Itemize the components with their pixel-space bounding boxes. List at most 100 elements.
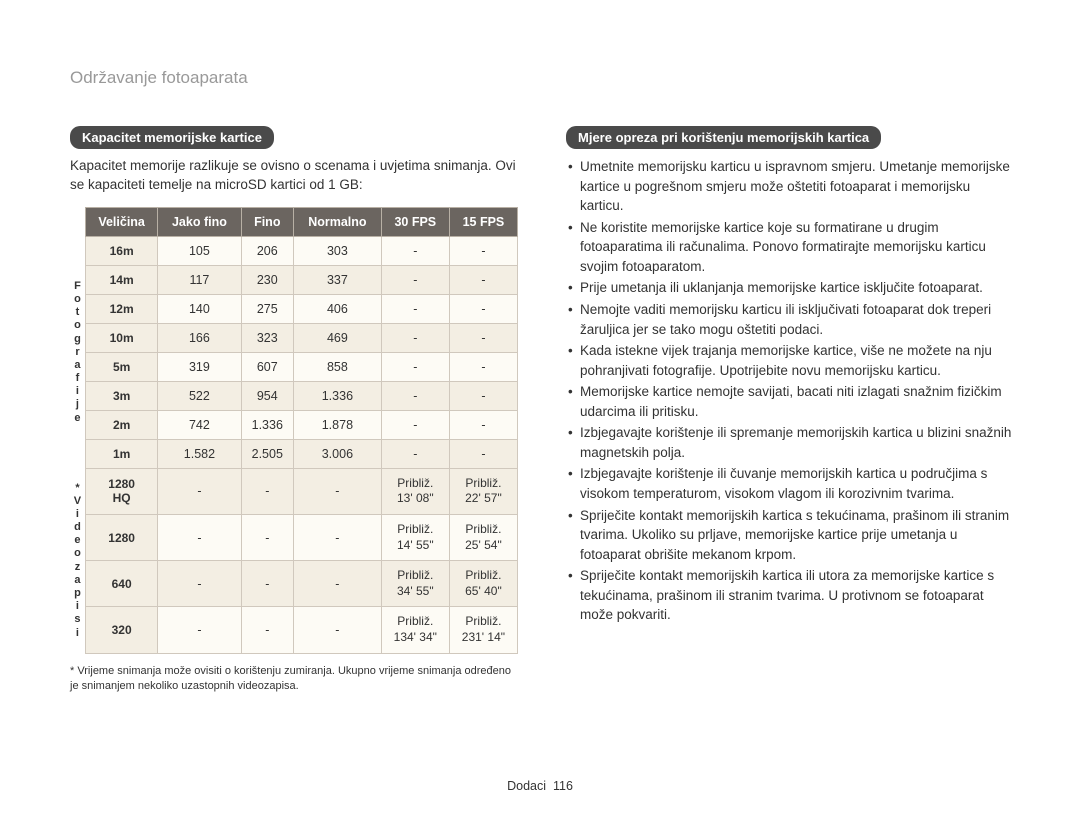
table-cell: - <box>381 410 449 439</box>
table-cell: - <box>449 236 517 265</box>
left-column: Kapacitet memorijske kartice Kapacitet m… <box>70 126 518 694</box>
page-footer: Dodaci 116 <box>0 779 1080 793</box>
right-column: Mjere opreza pri korištenju memorijskih … <box>566 126 1014 694</box>
table-cell: Približ.25' 54" <box>449 514 517 560</box>
table-cell: 105 <box>158 236 241 265</box>
table-cell: 12m <box>85 294 157 323</box>
list-item: Umetnite memorijsku karticu u ispravnom … <box>566 157 1014 216</box>
table-row: 1m1.5822.5053.006-- <box>70 439 518 468</box>
precautions-header: Mjere opreza pri korištenju memorijskih … <box>566 126 881 149</box>
table-cell: Približ.231' 14" <box>449 607 517 653</box>
table-cell: - <box>381 323 449 352</box>
table-cell: 3.006 <box>294 439 382 468</box>
table-cell: 522 <box>158 381 241 410</box>
table-cell: - <box>449 352 517 381</box>
list-item: Izbjegavajte korištenje ili čuvanje memo… <box>566 464 1014 503</box>
table-cell: Približ.22' 57" <box>449 468 517 514</box>
list-item: Spriječite kontakt memorijskih kartica i… <box>566 566 1014 625</box>
footer-section: Dodaci <box>507 779 546 793</box>
table-cell: 166 <box>158 323 241 352</box>
table-row: *Videozapisi1280HQ---Približ.13' 08"Prib… <box>70 468 518 514</box>
list-item: Nemojte vaditi memorijsku karticu ili is… <box>566 300 1014 339</box>
th-size: Veličina <box>85 207 157 236</box>
table-cell: Približ.134' 34" <box>381 607 449 653</box>
table-cell: - <box>294 607 382 653</box>
table-cell: - <box>381 236 449 265</box>
list-item: Spriječite kontakt memorijskih kartica s… <box>566 506 1014 565</box>
table-cell: 14m <box>85 265 157 294</box>
table-row: 320---Približ.134' 34"Približ.231' 14" <box>70 607 518 653</box>
table-cell: - <box>158 561 241 607</box>
table-cell: - <box>381 439 449 468</box>
table-cell: - <box>449 294 517 323</box>
table-cell: 607 <box>241 352 293 381</box>
table-cell: 2m <box>85 410 157 439</box>
table-cell: 2.505 <box>241 439 293 468</box>
table-cell: - <box>294 468 382 514</box>
table-cell: - <box>241 514 293 560</box>
table-cell: 1.336 <box>241 410 293 439</box>
table-cell: - <box>381 294 449 323</box>
table-cell: 10m <box>85 323 157 352</box>
table-cell: 1.336 <box>294 381 382 410</box>
table-row: 12m140275406-- <box>70 294 518 323</box>
table-cell: 337 <box>294 265 382 294</box>
video-vertical-label: *Videozapisi <box>70 468 85 653</box>
table-cell: - <box>449 381 517 410</box>
table-cell: - <box>381 352 449 381</box>
table-cell: - <box>449 323 517 352</box>
table-cell: 640 <box>85 561 157 607</box>
table-row: 640---Približ.34' 55"Približ.65' 40" <box>70 561 518 607</box>
table-cell: 1.582 <box>158 439 241 468</box>
precautions-list: Umetnite memorijsku karticu u ispravnom … <box>566 157 1014 625</box>
table-cell: 319 <box>158 352 241 381</box>
table-cell: 320 <box>85 607 157 653</box>
table-cell: - <box>449 265 517 294</box>
table-cell: 1.878 <box>294 410 382 439</box>
table-cell: Približ.65' 40" <box>449 561 517 607</box>
table-cell: - <box>294 514 382 560</box>
table-row: 5m319607858-- <box>70 352 518 381</box>
table-cell: - <box>158 607 241 653</box>
table-row: 2m7421.3361.878-- <box>70 410 518 439</box>
table-cell: 1280 <box>85 514 157 560</box>
capacity-header: Kapacitet memorijske kartice <box>70 126 274 149</box>
table-cell: Približ.14' 55" <box>381 514 449 560</box>
list-item: Ne koristite memorijske kartice koje su … <box>566 218 1014 277</box>
table-cell: 16m <box>85 236 157 265</box>
table-cell: - <box>241 607 293 653</box>
table-row: 3m5229541.336-- <box>70 381 518 410</box>
footer-page-number: 116 <box>553 779 573 793</box>
list-item: Kada istekne vijek trajanja memorijske k… <box>566 341 1014 380</box>
table-cell: 406 <box>294 294 382 323</box>
table-row: 14m117230337-- <box>70 265 518 294</box>
table-cell: 230 <box>241 265 293 294</box>
capacity-intro: Kapacitet memorije razlikuje se ovisno o… <box>70 157 518 195</box>
capacity-table: Veličina Jako fino Fino Normalno 30 FPS … <box>70 207 518 654</box>
list-item: Prije umetanja ili uklanjanja memorijske… <box>566 278 1014 298</box>
list-item: Memorijske kartice nemojte savijati, bac… <box>566 382 1014 421</box>
table-cell: 469 <box>294 323 382 352</box>
page-title: Održavanje fotoaparata <box>70 68 1020 88</box>
photo-vertical-label: Fotografije <box>70 236 85 468</box>
table-cell: - <box>381 381 449 410</box>
table-cell: Približ.34' 55" <box>381 561 449 607</box>
table-footnote: * Vrijeme snimanja može ovisiti o korišt… <box>70 664 518 695</box>
content-columns: Kapacitet memorijske kartice Kapacitet m… <box>70 126 1020 694</box>
table-cell: 5m <box>85 352 157 381</box>
table-cell: - <box>241 561 293 607</box>
table-cell: Približ.13' 08" <box>381 468 449 514</box>
table-row: Fotografije16m105206303-- <box>70 236 518 265</box>
table-cell: 742 <box>158 410 241 439</box>
table-cell: 206 <box>241 236 293 265</box>
table-cell: 1280HQ <box>85 468 157 514</box>
table-cell: 303 <box>294 236 382 265</box>
table-cell: 140 <box>158 294 241 323</box>
table-row: 10m166323469-- <box>70 323 518 352</box>
table-header-row: Veličina Jako fino Fino Normalno 30 FPS … <box>70 207 518 236</box>
list-item: Izbjegavajte korištenje ili spremanje me… <box>566 423 1014 462</box>
table-cell: 117 <box>158 265 241 294</box>
th-normalno: Normalno <box>294 207 382 236</box>
th-jakofino: Jako fino <box>158 207 241 236</box>
table-cell: - <box>449 439 517 468</box>
